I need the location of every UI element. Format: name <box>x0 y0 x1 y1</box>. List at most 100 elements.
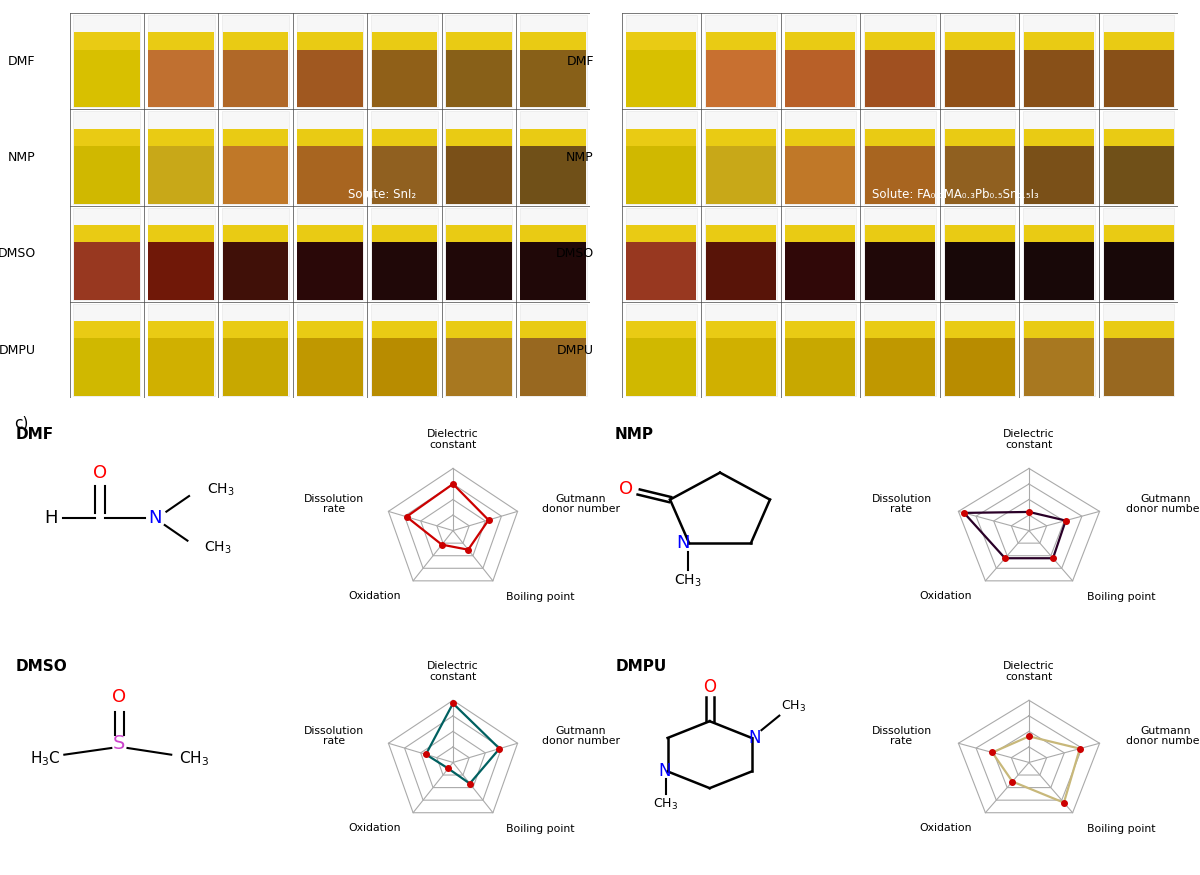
Text: CH$_3$: CH$_3$ <box>206 481 234 498</box>
Bar <box>944 32 1014 50</box>
Bar <box>943 207 1015 300</box>
Text: CH$_3$: CH$_3$ <box>654 797 678 813</box>
Bar <box>785 111 857 204</box>
Text: Gutmann
donor number: Gutmann donor number <box>1127 725 1200 746</box>
Bar <box>1024 129 1094 146</box>
Text: DMSO: DMSO <box>0 248 36 260</box>
Text: Oxidation: Oxidation <box>919 822 972 833</box>
Bar <box>864 207 936 300</box>
Text: O: O <box>703 677 716 696</box>
Bar <box>445 304 512 396</box>
Bar <box>298 225 362 242</box>
Text: Dielectric
constant: Dielectric constant <box>427 429 479 450</box>
Bar <box>786 321 856 339</box>
Bar <box>865 339 935 396</box>
Bar <box>222 207 289 300</box>
Bar <box>1104 129 1174 146</box>
Text: Boiling point: Boiling point <box>505 592 574 602</box>
Text: Oxidation: Oxidation <box>919 591 972 601</box>
Bar <box>372 242 437 300</box>
Bar <box>521 242 586 300</box>
Text: O: O <box>92 464 107 481</box>
Bar <box>944 146 1014 204</box>
Bar <box>786 129 856 146</box>
Bar <box>944 339 1014 396</box>
Text: H$_3$C: H$_3$C <box>30 750 60 768</box>
Bar <box>786 50 856 108</box>
Bar <box>521 146 586 204</box>
Bar <box>73 15 140 108</box>
Text: Oxidation: Oxidation <box>349 591 401 601</box>
Bar <box>865 242 935 300</box>
Bar <box>74 32 139 50</box>
Bar <box>864 111 936 204</box>
Bar <box>1024 207 1094 300</box>
Bar <box>371 111 438 204</box>
Bar <box>943 15 1015 108</box>
Text: Gutmann
donor number: Gutmann donor number <box>1127 493 1200 514</box>
Text: O: O <box>113 688 126 706</box>
Bar <box>445 111 512 204</box>
Bar <box>222 111 289 204</box>
Bar <box>298 50 362 108</box>
Bar <box>298 146 362 204</box>
Bar <box>626 321 696 339</box>
Bar <box>296 304 364 396</box>
Bar <box>706 321 776 339</box>
Bar <box>706 129 776 146</box>
Text: DMPU: DMPU <box>0 344 36 356</box>
Bar <box>296 15 364 108</box>
Bar <box>372 129 437 146</box>
Bar <box>223 339 288 396</box>
Bar <box>706 146 776 204</box>
Bar <box>706 111 776 204</box>
Bar <box>223 321 288 339</box>
Bar <box>372 146 437 204</box>
Text: CH$_3$: CH$_3$ <box>179 750 209 768</box>
Bar <box>943 304 1015 396</box>
Text: Oxidation: Oxidation <box>349 822 401 833</box>
Bar <box>1104 321 1174 339</box>
Bar <box>520 207 587 300</box>
Bar <box>74 50 139 108</box>
Bar <box>296 207 364 300</box>
Bar <box>626 225 696 242</box>
Bar <box>785 15 857 108</box>
Bar <box>149 242 214 300</box>
Bar <box>446 321 511 339</box>
Bar <box>521 32 586 50</box>
Bar <box>626 129 696 146</box>
Bar <box>521 50 586 108</box>
Bar <box>1024 111 1094 204</box>
Bar <box>1024 339 1094 396</box>
Bar <box>1104 242 1174 300</box>
Text: NMP: NMP <box>616 427 654 442</box>
Bar <box>786 146 856 204</box>
Bar <box>371 304 438 396</box>
Text: S: S <box>113 734 126 753</box>
Bar <box>148 111 215 204</box>
Bar <box>626 146 696 204</box>
Bar <box>944 242 1014 300</box>
Bar <box>786 339 856 396</box>
Bar <box>1104 50 1174 108</box>
Text: CH$_3$: CH$_3$ <box>781 699 806 714</box>
Text: O: O <box>619 480 632 498</box>
Text: N: N <box>677 535 690 552</box>
Bar <box>1024 50 1094 108</box>
Bar <box>785 207 857 300</box>
Text: Gutmann
donor number: Gutmann donor number <box>542 725 620 746</box>
Text: CH$_3$: CH$_3$ <box>674 573 702 590</box>
Bar <box>372 321 437 339</box>
Bar <box>73 207 140 300</box>
Bar <box>520 111 587 204</box>
Bar <box>626 339 696 396</box>
Bar <box>706 242 776 300</box>
Text: H: H <box>44 509 58 528</box>
Bar <box>372 32 437 50</box>
Bar <box>446 225 511 242</box>
Bar <box>149 129 214 146</box>
Bar <box>222 15 289 108</box>
Bar <box>298 32 362 50</box>
Bar <box>223 50 288 108</box>
